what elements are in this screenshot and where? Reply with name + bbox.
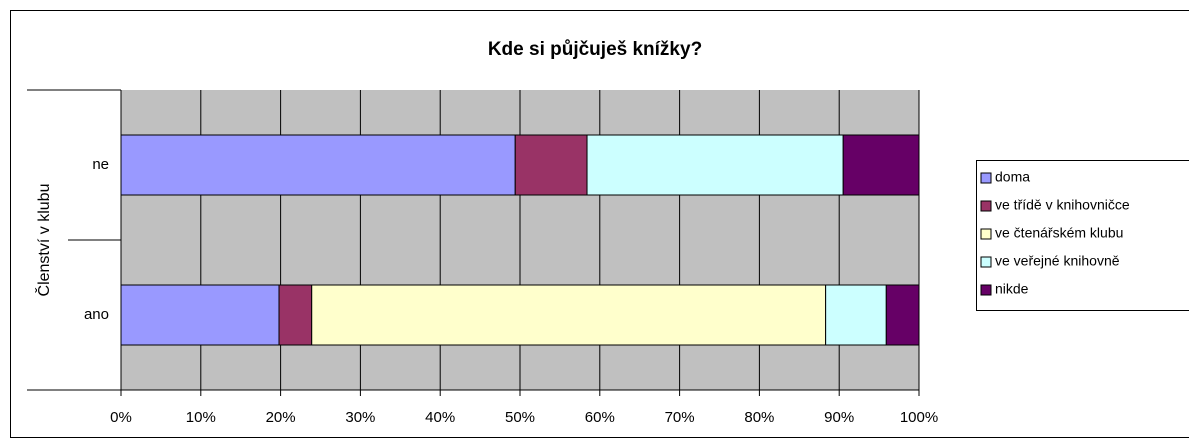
bar-segment	[842, 134, 920, 196]
x-tick-label: 10%	[186, 409, 216, 426]
x-tick-label: 20%	[266, 409, 296, 426]
x-tick-label: 100%	[900, 409, 938, 426]
bar-segment	[120, 284, 280, 346]
x-tick-label: 90%	[824, 409, 854, 426]
legend-swatch	[980, 200, 992, 212]
x-tick-label: 0%	[110, 409, 132, 426]
y-tick-label: ano	[84, 306, 109, 323]
bar-segment	[885, 284, 920, 346]
x-tick-label: 50%	[505, 409, 535, 426]
legend-label: ve čtenářském klubu	[995, 225, 1123, 241]
bar-segment	[311, 284, 827, 346]
chart-title: Kde si půjčuješ knížky?	[488, 39, 702, 60]
legend-box	[976, 160, 1189, 311]
legend-swatch	[980, 228, 992, 240]
x-tick-label: 80%	[744, 409, 774, 426]
x-tick-label: 40%	[425, 409, 455, 426]
bar-segment	[120, 134, 516, 196]
legend-label: doma	[995, 169, 1030, 185]
legend-label: ve třídě v knihovničce	[995, 197, 1130, 213]
legend-swatch	[980, 284, 992, 296]
bar-segment	[825, 284, 887, 346]
legend-label: ve veřejné knihovně	[995, 253, 1120, 269]
x-tick-label: 30%	[345, 409, 375, 426]
bar-segment	[586, 134, 844, 196]
x-tick-label: 60%	[585, 409, 615, 426]
legend-swatch	[980, 172, 992, 184]
bar-segment	[514, 134, 588, 196]
legend-label: nikde	[995, 281, 1029, 297]
y-tick-label: ne	[92, 156, 109, 173]
bar-segment	[278, 284, 313, 346]
y-axis-label: Členství v klubu	[34, 184, 53, 297]
legend-swatch	[980, 256, 992, 268]
x-tick-label: 70%	[665, 409, 695, 426]
